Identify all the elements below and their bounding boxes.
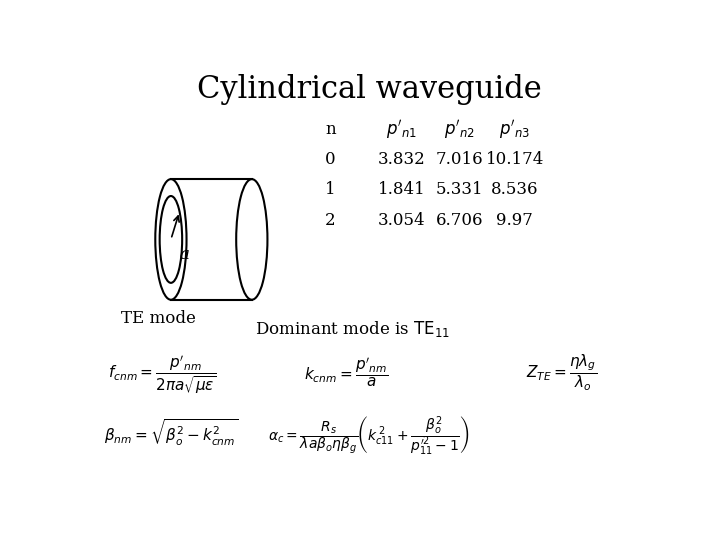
Text: 5.331: 5.331 <box>436 181 484 199</box>
Text: $\beta_{nm} = \sqrt{\beta_o^2 - k_{cnm}^2}$: $\beta_{nm} = \sqrt{\beta_o^2 - k_{cnm}^… <box>104 417 238 448</box>
Text: Dominant mode is $\mathrm{TE}_{11}$: Dominant mode is $\mathrm{TE}_{11}$ <box>255 319 450 339</box>
Text: $\alpha_c = \dfrac{R_s}{\lambda a\beta_o\eta\beta_g}\left(k_{c11}^{\,2} + \dfrac: $\alpha_c = \dfrac{R_s}{\lambda a\beta_o… <box>268 415 470 458</box>
Text: 6.706: 6.706 <box>436 212 483 229</box>
Text: 0: 0 <box>325 151 336 168</box>
Text: $p'_{n2}$: $p'_{n2}$ <box>444 118 475 141</box>
Text: 1.841: 1.841 <box>378 181 426 199</box>
Text: a: a <box>179 246 189 262</box>
Text: $Z_{TE} = \dfrac{\eta\lambda_g}{\lambda_o}$: $Z_{TE} = \dfrac{\eta\lambda_g}{\lambda_… <box>526 353 597 393</box>
Text: TE mode: TE mode <box>121 309 196 327</box>
Text: $p'_{n1}$: $p'_{n1}$ <box>386 118 417 141</box>
Text: 3.832: 3.832 <box>378 151 426 168</box>
Text: Cylindrical waveguide: Cylindrical waveguide <box>197 74 541 105</box>
Ellipse shape <box>160 196 182 283</box>
Text: 10.174: 10.174 <box>485 151 544 168</box>
Ellipse shape <box>156 179 186 300</box>
Text: 9.97: 9.97 <box>496 212 533 229</box>
Text: 8.536: 8.536 <box>491 181 539 199</box>
Text: 3.054: 3.054 <box>378 212 426 229</box>
Text: $p'_{n3}$: $p'_{n3}$ <box>499 118 530 141</box>
Text: n: n <box>325 121 336 138</box>
Text: 2: 2 <box>325 212 336 229</box>
Text: $k_{cnm} = \dfrac{p'_{nm}}{a}$: $k_{cnm} = \dfrac{p'_{nm}}{a}$ <box>305 356 389 389</box>
Text: 1: 1 <box>325 181 336 199</box>
Text: 7.016: 7.016 <box>436 151 484 168</box>
Text: $f_{cnm} = \dfrac{p'_{nm}}{2\pi a\sqrt{\mu\varepsilon}}$: $f_{cnm} = \dfrac{p'_{nm}}{2\pi a\sqrt{\… <box>108 353 217 396</box>
